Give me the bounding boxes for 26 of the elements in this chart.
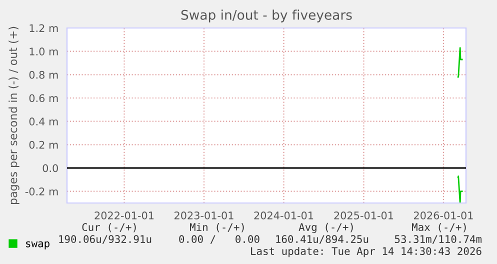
y-tick-label: 0.0 <box>42 164 58 172</box>
y-tick-label: 0.4 m <box>29 118 58 126</box>
line-series <box>457 175 463 203</box>
x-tick-label: 2024-01-01 <box>254 212 314 220</box>
y-axis-title: pages per second in (-) / out (+) <box>8 26 20 204</box>
text: 160.41u/894.25u <box>276 235 368 244</box>
text: 190.06u/932.91u <box>59 235 152 244</box>
x-tick-label: 2023-01-01 <box>174 212 234 220</box>
text: 53.31m/110.74m <box>394 235 482 244</box>
text: Cur (-/+) <box>82 223 136 232</box>
y-tick-label: 0.2 m <box>29 140 58 149</box>
y-tick-label: -0.2 m <box>25 188 58 196</box>
x-tick-label: 2026-01-01 <box>414 212 473 220</box>
text: Avg (-/+) <box>298 222 353 234</box>
legend-label: swap <box>26 241 50 250</box>
chart-title: Swap in/out - by fiveyears <box>181 10 352 22</box>
y-tick-label: 1.0 m <box>30 48 58 56</box>
text: Last update: Tue Apr 14 14:30:43 2026 <box>251 246 482 258</box>
y-tick-label: 1.2 m <box>30 24 58 32</box>
x-tick-label: 2022-01-01 <box>94 212 154 220</box>
text: 0.00 / 0.00 <box>179 235 260 244</box>
text: Min (-/+) <box>190 222 244 232</box>
y-tick-label: 0.6 m <box>29 94 58 102</box>
y-tick-label: 0.8 m <box>29 70 58 79</box>
text: Max (-/+) <box>412 223 466 232</box>
x-tick-label: 2025-01-01 <box>334 212 394 220</box>
